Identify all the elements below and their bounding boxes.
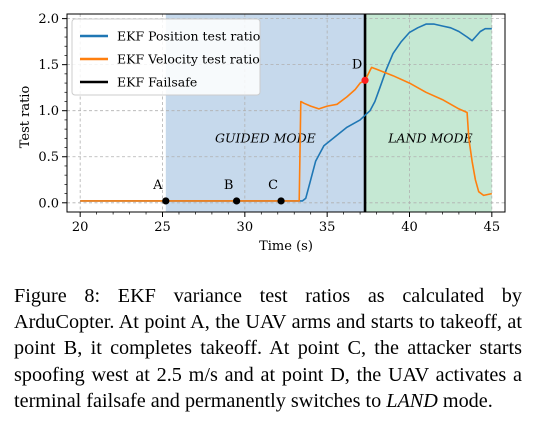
x-tick-label-1: 25 <box>154 220 171 235</box>
y-tick-label-0: 0.0 <box>38 196 59 211</box>
legend-box <box>71 18 261 96</box>
y-tick-label-4: 2.0 <box>38 12 59 27</box>
point-A <box>162 197 170 205</box>
ekf-test-ratio-chart: GUIDED MODE LAND MODE A B C D 20 25 30 35 40 45 0.… <box>18 12 506 254</box>
x-tick-label-4: 40 <box>401 220 418 235</box>
point-label-A: A <box>152 178 163 193</box>
event-points: A B C D <box>152 57 369 205</box>
region-label-1: LAND MODE <box>387 130 472 145</box>
x-tick-label-0: 20 <box>72 220 89 235</box>
point-D <box>361 76 369 84</box>
y-tick-label-3: 1.5 <box>38 58 59 73</box>
y-tick-label-2: 1.0 <box>38 104 59 119</box>
y-tick-label-1: 0.5 <box>38 150 59 165</box>
region-1 <box>365 14 492 212</box>
series-line-0 <box>80 23 492 202</box>
figure-caption: Figure 8: EKF variance test ratios as ca… <box>14 283 522 414</box>
axes-frame <box>66 13 506 213</box>
x-tick-label-5: 45 <box>484 220 501 235</box>
region-labels: GUIDED MODE LAND MODE <box>215 130 473 145</box>
legend-label-0: EKF Position test ratio <box>117 29 260 44</box>
point-C <box>277 197 285 205</box>
series-lines <box>80 14 492 212</box>
legend: EKF Position test ratio EKF Velocity test… <box>71 18 261 96</box>
x-tick-label-2: 30 <box>237 220 254 235</box>
mode-regions <box>165 14 492 212</box>
point-label-D: D <box>352 57 362 72</box>
x-axis-label: Time (s) <box>259 239 313 254</box>
region-label-0: GUIDED MODE <box>215 130 316 145</box>
series-line-1 <box>80 66 492 202</box>
point-label-B: B <box>224 178 234 193</box>
caption-text: Figure 8: EKF variance test ratios as ca… <box>14 285 522 412</box>
axes: 20 25 30 35 40 45 0.0 0.5 1.0 1.5 2.0 <box>38 12 506 235</box>
x-tick-label-3: 35 <box>319 220 336 235</box>
legend-label-1: EKF Velocity test ratio <box>117 52 260 67</box>
point-B <box>233 197 241 205</box>
caption-end: mode. <box>437 389 493 412</box>
caption-land-mode: LAND <box>386 389 438 412</box>
y-axis-label: Test ratio <box>18 86 33 149</box>
point-label-C: C <box>268 178 278 193</box>
legend-label-2: EKF Failsafe <box>117 75 197 90</box>
